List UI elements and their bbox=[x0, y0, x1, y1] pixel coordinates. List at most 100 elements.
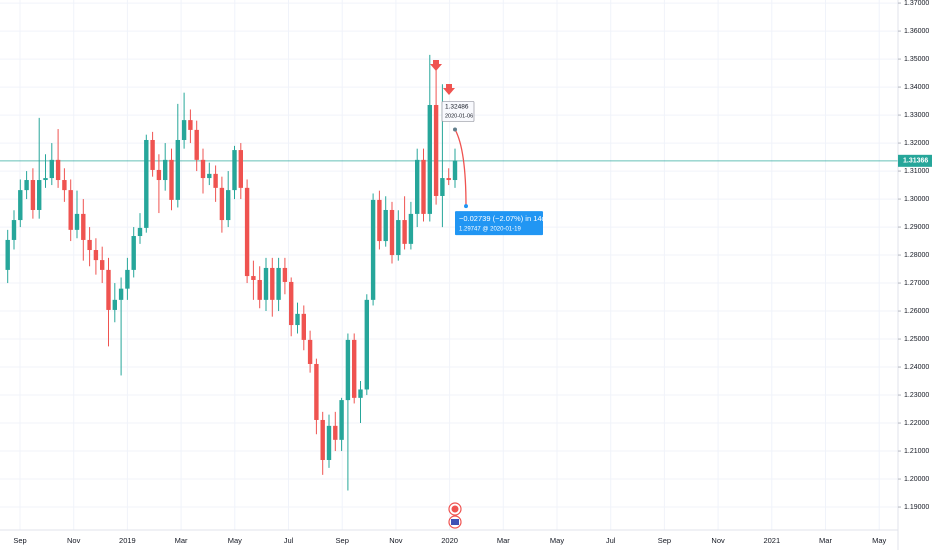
candle-body bbox=[383, 209, 388, 242]
measure-tool: 1.32486 2020-01-06 −0.02739 (−2.07%) in 14… bbox=[441, 101, 546, 236]
y-tick-label: 1.33000 bbox=[904, 112, 929, 119]
candle-body bbox=[364, 299, 369, 390]
candle-body bbox=[326, 425, 332, 461]
x-tick-label: Sep bbox=[658, 536, 671, 545]
candle-body bbox=[263, 267, 269, 300]
y-tick-label: 1.22000 bbox=[904, 420, 929, 427]
candle-body bbox=[244, 187, 250, 277]
candle-body bbox=[358, 389, 363, 398]
y-tick-label: 1.32000 bbox=[904, 140, 929, 147]
start-date-label: 2020-01-06 bbox=[445, 113, 473, 119]
x-tick-label: Nov bbox=[711, 536, 725, 545]
candle-body bbox=[55, 159, 61, 181]
last-price-tag bbox=[898, 154, 932, 167]
x-tick-label: Sep bbox=[13, 536, 26, 545]
candle-body bbox=[226, 190, 231, 221]
event-icon-dot bbox=[451, 505, 459, 513]
x-tick-label: Sep bbox=[336, 536, 349, 545]
candle-body bbox=[131, 236, 136, 270]
axes: 1.19000 1.20000 1.21000 1.22000 1.23000 1.240… bbox=[13, 0, 932, 545]
y-tick-label: 1.25000 bbox=[904, 336, 929, 343]
signal-arrow bbox=[430, 60, 442, 71]
candle-body bbox=[396, 220, 401, 256]
candle-body bbox=[295, 313, 300, 326]
y-tick-label: 1.19000 bbox=[904, 504, 929, 511]
candle-body bbox=[289, 281, 294, 326]
x-tick-label: 2021 bbox=[763, 536, 780, 545]
candle-body bbox=[200, 159, 206, 179]
signal-arrow bbox=[443, 84, 455, 95]
x-tick-label: Jul bbox=[606, 536, 616, 545]
measure-start bbox=[453, 127, 457, 132]
x-tick-label: Nov bbox=[389, 536, 403, 545]
measure-change: −0.02739 (−2.07%) in 14d bbox=[459, 214, 546, 223]
x-tick-label: 2020 bbox=[441, 536, 458, 545]
y-tick-label: 1.30000 bbox=[904, 196, 929, 203]
candle-body bbox=[213, 173, 218, 188]
candle-body bbox=[163, 159, 168, 181]
measure-end-label: 1.29747 @ 2020-01-19 bbox=[459, 227, 521, 233]
y-tick-label: 1.24000 bbox=[904, 364, 929, 371]
candle-body bbox=[270, 267, 275, 300]
y-tick-label: 1.26000 bbox=[904, 308, 929, 315]
candle-body bbox=[125, 269, 130, 289]
candle-body bbox=[11, 220, 17, 240]
candle-body bbox=[301, 313, 306, 340]
y-tick-label: 1.27000 bbox=[904, 280, 929, 287]
candle-body bbox=[112, 299, 117, 310]
candle-body bbox=[440, 178, 445, 196]
event-flag bbox=[451, 519, 459, 525]
candle-body bbox=[62, 180, 67, 191]
candle-body bbox=[150, 139, 155, 170]
y-tick-label: 1.35000 bbox=[904, 56, 929, 63]
x-tick-label: May bbox=[550, 536, 564, 545]
candle-body bbox=[251, 276, 256, 280]
candle-body bbox=[238, 150, 243, 188]
candle-body bbox=[433, 104, 439, 196]
x-tick-label: Mar bbox=[819, 536, 832, 545]
candle-body bbox=[352, 339, 357, 398]
x-tick-label: May bbox=[228, 536, 242, 545]
candle-body bbox=[24, 180, 29, 191]
x-tick-label: Nov bbox=[67, 536, 81, 545]
candle-body bbox=[188, 120, 193, 130]
x-tick-label: Mar bbox=[497, 536, 510, 545]
start-price-label: 1.32486 bbox=[445, 104, 469, 111]
candle-body bbox=[446, 178, 451, 181]
y-tick-label: 1.29000 bbox=[904, 224, 929, 231]
candle-body bbox=[18, 190, 23, 221]
candle-body bbox=[81, 213, 86, 240]
candle-body bbox=[5, 239, 10, 270]
candle-body bbox=[100, 260, 105, 270]
y-tick-label: 1.31000 bbox=[904, 168, 929, 175]
candle-body bbox=[339, 400, 344, 440]
y-tick-label: 1.37000 bbox=[904, 0, 929, 7]
candle-body bbox=[169, 159, 174, 200]
candle-body bbox=[156, 169, 162, 181]
candle-body bbox=[106, 269, 111, 310]
x-tick-label: Jul bbox=[284, 536, 294, 545]
measure-curve bbox=[454, 129, 467, 207]
candle-body bbox=[377, 199, 382, 242]
last-price-label: 1.31366 bbox=[903, 158, 928, 165]
y-tick-label: 1.20000 bbox=[904, 476, 929, 483]
candle-body bbox=[181, 120, 187, 140]
candle-body bbox=[68, 190, 73, 230]
candle-body bbox=[402, 220, 407, 244]
candle-body bbox=[452, 160, 458, 181]
candle-body bbox=[43, 178, 48, 181]
y-tick-label: 1.21000 bbox=[904, 448, 929, 455]
measure-end bbox=[464, 204, 468, 209]
x-tick-label: 2019 bbox=[119, 536, 136, 545]
candle-body bbox=[118, 288, 124, 300]
candle-body bbox=[307, 339, 313, 364]
candle-body bbox=[232, 150, 237, 191]
candle-body bbox=[219, 187, 225, 221]
candle-body bbox=[333, 425, 338, 440]
candle-body bbox=[345, 339, 351, 401]
y-tick-label: 1.36000 bbox=[904, 28, 929, 35]
candle-body bbox=[276, 267, 281, 300]
start-label-box bbox=[441, 101, 475, 122]
candle-body bbox=[30, 180, 36, 210]
